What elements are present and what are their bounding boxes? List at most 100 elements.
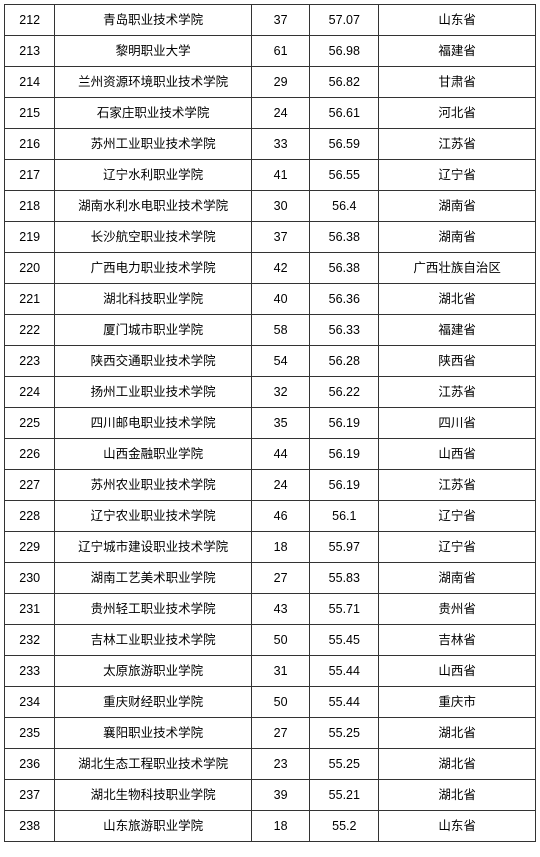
score-cell: 55.71 xyxy=(310,594,379,625)
province-cell: 广西壮族自治区 xyxy=(379,253,536,284)
table-row: 234重庆财经职业学院5055.44重庆市 xyxy=(5,687,536,718)
province-cell: 江苏省 xyxy=(379,129,536,160)
table-row: 216苏州工业职业技术学院3356.59江苏省 xyxy=(5,129,536,160)
rank-cell: 216 xyxy=(5,129,55,160)
province-cell: 山东省 xyxy=(379,811,536,842)
table-row: 221湖北科技职业学院4056.36湖北省 xyxy=(5,284,536,315)
name-cell: 襄阳职业技术学院 xyxy=(55,718,251,749)
table-row: 226山西金融职业学院4456.19山西省 xyxy=(5,439,536,470)
name-cell: 厦门城市职业学院 xyxy=(55,315,251,346)
province-cell: 辽宁省 xyxy=(379,501,536,532)
num-cell: 31 xyxy=(251,656,309,687)
rank-cell: 220 xyxy=(5,253,55,284)
province-cell: 山东省 xyxy=(379,5,536,36)
score-cell: 56.1 xyxy=(310,501,379,532)
rank-cell: 222 xyxy=(5,315,55,346)
rank-cell: 224 xyxy=(5,377,55,408)
name-cell: 湖南工艺美术职业学院 xyxy=(55,563,251,594)
num-cell: 50 xyxy=(251,687,309,718)
table-row: 223陕西交通职业技术学院5456.28陕西省 xyxy=(5,346,536,377)
table-row: 232吉林工业职业技术学院5055.45吉林省 xyxy=(5,625,536,656)
table-row: 227苏州农业职业技术学院2456.19江苏省 xyxy=(5,470,536,501)
province-cell: 福建省 xyxy=(379,315,536,346)
name-cell: 贵州轻工职业技术学院 xyxy=(55,594,251,625)
num-cell: 41 xyxy=(251,160,309,191)
province-cell: 江苏省 xyxy=(379,470,536,501)
score-cell: 56.59 xyxy=(310,129,379,160)
table-row: 236湖北生态工程职业技术学院2355.25湖北省 xyxy=(5,749,536,780)
rank-cell: 229 xyxy=(5,532,55,563)
table-row: 224扬州工业职业技术学院3256.22江苏省 xyxy=(5,377,536,408)
table-row: 229辽宁城市建设职业技术学院1855.97辽宁省 xyxy=(5,532,536,563)
province-cell: 湖北省 xyxy=(379,749,536,780)
name-cell: 太原旅游职业学院 xyxy=(55,656,251,687)
score-cell: 56.36 xyxy=(310,284,379,315)
province-cell: 辽宁省 xyxy=(379,532,536,563)
num-cell: 30 xyxy=(251,191,309,222)
table-row: 225四川邮电职业技术学院3556.19四川省 xyxy=(5,408,536,439)
name-cell: 青岛职业技术学院 xyxy=(55,5,251,36)
name-cell: 广西电力职业技术学院 xyxy=(55,253,251,284)
name-cell: 辽宁农业职业技术学院 xyxy=(55,501,251,532)
num-cell: 37 xyxy=(251,5,309,36)
score-cell: 55.21 xyxy=(310,780,379,811)
score-cell: 55.45 xyxy=(310,625,379,656)
rank-cell: 214 xyxy=(5,67,55,98)
score-cell: 56.98 xyxy=(310,36,379,67)
rank-cell: 233 xyxy=(5,656,55,687)
table-row: 213黎明职业大学6156.98福建省 xyxy=(5,36,536,67)
num-cell: 39 xyxy=(251,780,309,811)
num-cell: 42 xyxy=(251,253,309,284)
province-cell: 甘肃省 xyxy=(379,67,536,98)
num-cell: 18 xyxy=(251,532,309,563)
rank-cell: 213 xyxy=(5,36,55,67)
name-cell: 吉林工业职业技术学院 xyxy=(55,625,251,656)
score-cell: 56.19 xyxy=(310,408,379,439)
num-cell: 61 xyxy=(251,36,309,67)
province-cell: 湖南省 xyxy=(379,222,536,253)
score-cell: 56.28 xyxy=(310,346,379,377)
num-cell: 44 xyxy=(251,439,309,470)
score-cell: 56.22 xyxy=(310,377,379,408)
table-row: 231贵州轻工职业技术学院4355.71贵州省 xyxy=(5,594,536,625)
table-row: 212青岛职业技术学院3757.07山东省 xyxy=(5,5,536,36)
rank-cell: 228 xyxy=(5,501,55,532)
province-cell: 陕西省 xyxy=(379,346,536,377)
score-cell: 56.61 xyxy=(310,98,379,129)
score-cell: 55.25 xyxy=(310,749,379,780)
rank-cell: 223 xyxy=(5,346,55,377)
score-cell: 56.38 xyxy=(310,222,379,253)
name-cell: 石家庄职业技术学院 xyxy=(55,98,251,129)
table-row: 220广西电力职业技术学院4256.38广西壮族自治区 xyxy=(5,253,536,284)
province-cell: 山西省 xyxy=(379,439,536,470)
rank-cell: 234 xyxy=(5,687,55,718)
rank-cell: 218 xyxy=(5,191,55,222)
score-cell: 56.19 xyxy=(310,470,379,501)
province-cell: 福建省 xyxy=(379,36,536,67)
table-row: 214兰州资源环境职业技术学院2956.82甘肃省 xyxy=(5,67,536,98)
rank-cell: 231 xyxy=(5,594,55,625)
score-cell: 55.25 xyxy=(310,718,379,749)
rank-cell: 238 xyxy=(5,811,55,842)
table-row: 235襄阳职业技术学院2755.25湖北省 xyxy=(5,718,536,749)
province-cell: 辽宁省 xyxy=(379,160,536,191)
score-cell: 55.44 xyxy=(310,687,379,718)
num-cell: 43 xyxy=(251,594,309,625)
table-row: 237湖北生物科技职业学院3955.21湖北省 xyxy=(5,780,536,811)
name-cell: 湖南水利水电职业技术学院 xyxy=(55,191,251,222)
name-cell: 重庆财经职业学院 xyxy=(55,687,251,718)
rank-cell: 225 xyxy=(5,408,55,439)
num-cell: 50 xyxy=(251,625,309,656)
rank-cell: 227 xyxy=(5,470,55,501)
province-cell: 四川省 xyxy=(379,408,536,439)
name-cell: 长沙航空职业技术学院 xyxy=(55,222,251,253)
rank-cell: 219 xyxy=(5,222,55,253)
rank-cell: 217 xyxy=(5,160,55,191)
num-cell: 18 xyxy=(251,811,309,842)
num-cell: 29 xyxy=(251,67,309,98)
num-cell: 24 xyxy=(251,470,309,501)
province-cell: 湖南省 xyxy=(379,563,536,594)
province-cell: 重庆市 xyxy=(379,687,536,718)
name-cell: 湖北生态工程职业技术学院 xyxy=(55,749,251,780)
num-cell: 33 xyxy=(251,129,309,160)
